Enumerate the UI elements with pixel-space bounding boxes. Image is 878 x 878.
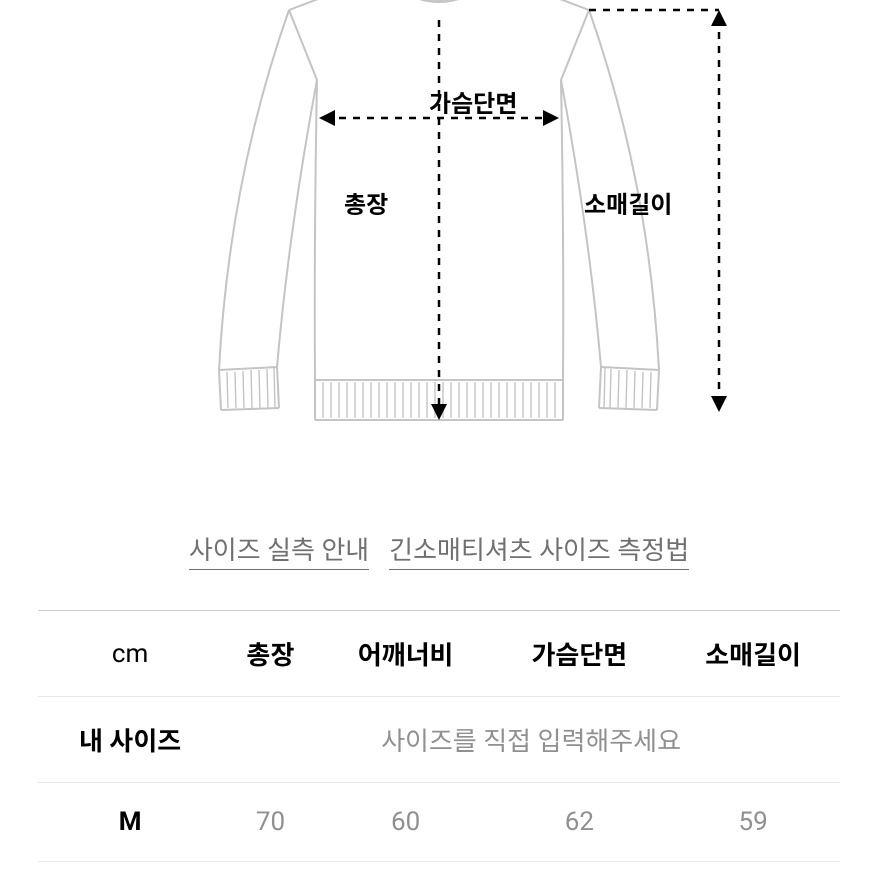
mysize-label: 내 사이즈 bbox=[38, 697, 222, 783]
col-chest: 가슴단면 bbox=[492, 611, 666, 697]
chest-label: 가슴단면 bbox=[429, 84, 517, 119]
size-table: cm 총장 어깨너비 가슴단면 소매길이 내 사이즈 사이즈를 직접 입력해주세… bbox=[38, 610, 840, 862]
size-val-shoulder: 60 bbox=[319, 783, 493, 862]
size-label: M bbox=[38, 783, 222, 862]
measure-guide-link[interactable]: 긴소매티셔츠 사이즈 측정법 bbox=[389, 530, 689, 570]
col-sleeve: 소매길이 bbox=[666, 611, 840, 697]
col-unit: cm bbox=[38, 611, 222, 697]
mysize-row[interactable]: 내 사이즈 사이즈를 직접 입력해주세요 bbox=[38, 697, 840, 783]
sleeve-label: 소매길이 bbox=[584, 185, 672, 220]
size-val-chest: 62 bbox=[492, 783, 666, 862]
length-label: 총장 bbox=[344, 185, 388, 220]
size-row-m: M 70 60 62 59 bbox=[38, 783, 840, 862]
sweatshirt-svg bbox=[119, 0, 759, 460]
mysize-input-placeholder[interactable]: 사이즈를 직접 입력해주세요 bbox=[222, 697, 840, 783]
size-guide-link[interactable]: 사이즈 실측 안내 bbox=[189, 530, 369, 570]
garment-diagram: 가슴단면 총장 소매길이 bbox=[38, 0, 840, 450]
size-val-sleeve: 59 bbox=[666, 783, 840, 862]
table-header-row: cm 총장 어깨너비 가슴단면 소매길이 bbox=[38, 611, 840, 697]
col-shoulder: 어깨너비 bbox=[319, 611, 493, 697]
col-length: 총장 bbox=[222, 611, 319, 697]
size-val-length: 70 bbox=[222, 783, 319, 862]
help-links: 사이즈 실측 안내 긴소매티셔츠 사이즈 측정법 bbox=[38, 530, 840, 570]
